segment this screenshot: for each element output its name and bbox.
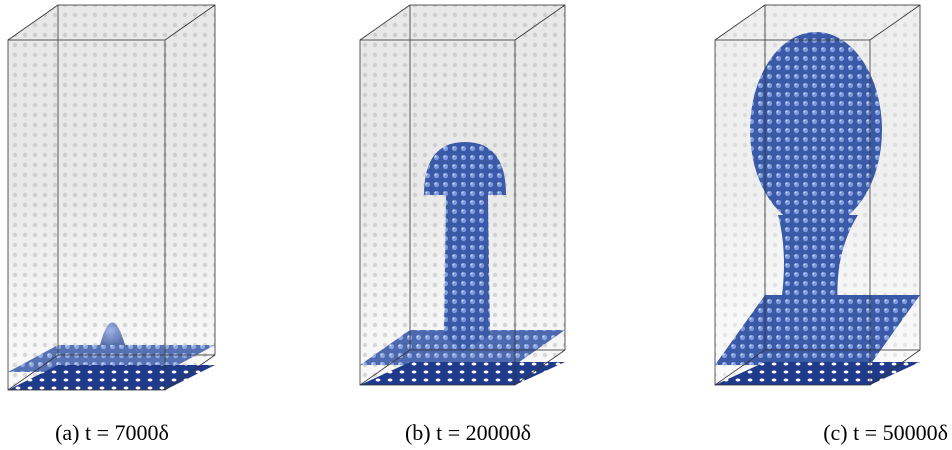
caption: (a) t = 7000δ: [55, 420, 169, 445]
cap-head: [750, 32, 882, 228]
panel-a: (a) t = 7000δ: [8, 5, 215, 445]
panel-c: (c) t = 50000δ: [715, 5, 948, 445]
panel-b: (b) t = 20000δ: [360, 5, 565, 445]
caption: (c) t = 50000δ: [823, 420, 948, 445]
figure: (a) t = 7000δ (b) t = 20000δ (c) t =: [0, 0, 952, 450]
caption: (b) t = 20000δ: [405, 420, 531, 445]
stem: [444, 195, 490, 352]
